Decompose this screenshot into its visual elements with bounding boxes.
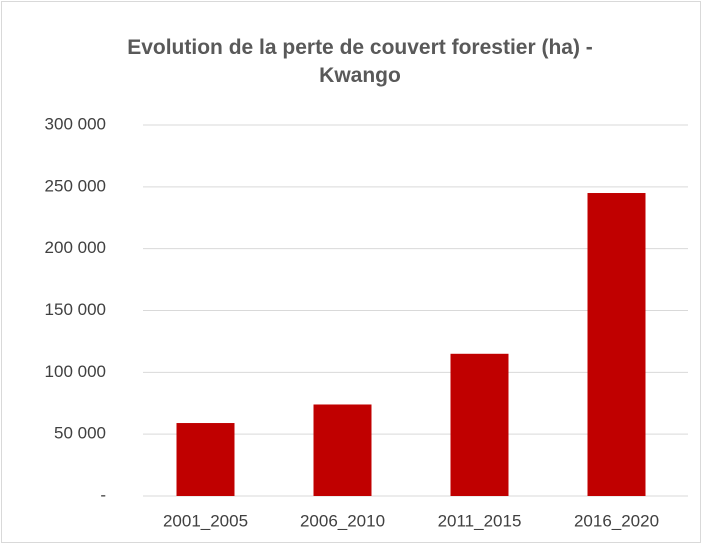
bar bbox=[176, 423, 235, 496]
y-tick-label: 200 000 bbox=[45, 238, 106, 257]
y-tick-label: 150 000 bbox=[45, 300, 106, 319]
y-tick-label: - bbox=[100, 485, 106, 504]
bar bbox=[450, 353, 509, 496]
y-tick-label: 100 000 bbox=[45, 362, 106, 381]
x-tick-label: 2016_2020 bbox=[574, 511, 659, 530]
bar bbox=[587, 193, 646, 496]
x-tick-label: 2006_2010 bbox=[300, 511, 385, 530]
chart-title: Evolution de la perte de couvert foresti… bbox=[127, 36, 593, 87]
y-tick-label: 300 000 bbox=[45, 114, 106, 133]
bar bbox=[313, 404, 372, 496]
y-tick-label: 250 000 bbox=[45, 176, 106, 195]
x-tick-label: 2001_2005 bbox=[163, 511, 248, 530]
x-tick-label: 2011_2015 bbox=[438, 511, 522, 530]
y-tick-label: 50 000 bbox=[54, 424, 106, 443]
